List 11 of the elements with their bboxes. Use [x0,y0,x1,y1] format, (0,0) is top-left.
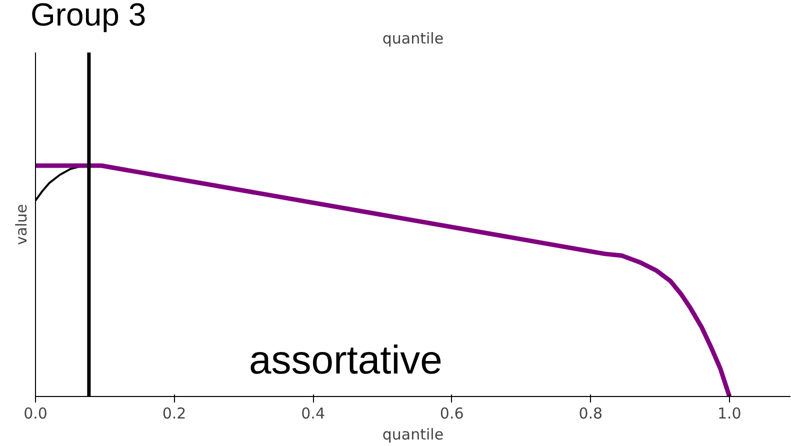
x-tick-label: 0.6 [440,404,464,422]
x-tick-label: 0.0 [24,404,48,422]
y-axis-title: value [12,204,30,245]
x-tick-label: 1.0 [718,404,742,422]
chart-title: Group 3 [30,0,146,32]
x2-axis-title: quantile [382,30,444,48]
annotation: assortative [248,338,442,383]
x-tick-label: 0.4 [301,404,326,422]
x-axis-title: quantile [382,426,444,444]
x-tick-label: 0.2 [162,404,186,422]
x-tick-label: 0.8 [578,404,603,422]
